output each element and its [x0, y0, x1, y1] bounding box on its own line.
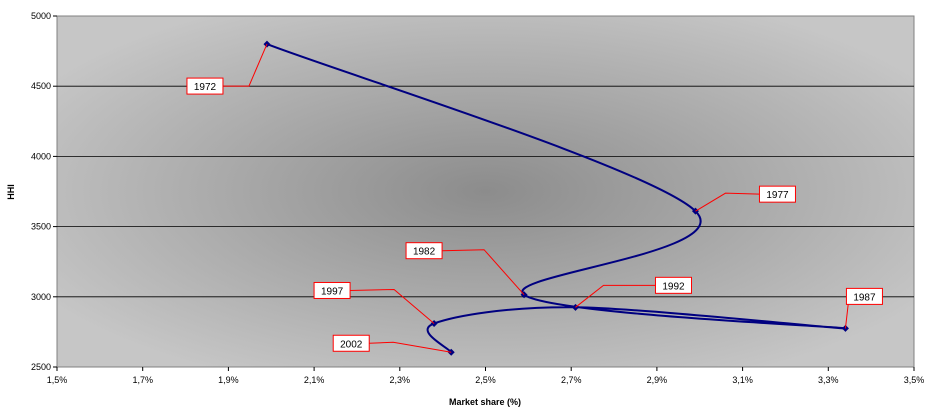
x-tick-label: 2,3% [390, 375, 411, 385]
y-axis-title: HHI [6, 184, 16, 200]
callout-leader [442, 249, 525, 296]
callout-leader [695, 192, 760, 212]
point-label: 1977 [766, 190, 789, 201]
callout-box [405, 242, 443, 260]
x-tick-label: 2,7% [561, 375, 582, 385]
x-tick-label: 3,3% [818, 375, 839, 385]
x-axis-title: Market share (%) [449, 397, 521, 407]
point-label: 1997 [321, 286, 344, 297]
callout-leader [222, 43, 268, 87]
point-label: 1972 [194, 82, 217, 93]
x-tick-label: 1,9% [218, 375, 239, 385]
callout-box [845, 287, 883, 305]
y-tick-label: 4500 [31, 81, 51, 91]
callout-box [654, 276, 692, 294]
callout-box [313, 281, 351, 299]
x-tick-label: 2,5% [475, 375, 496, 385]
series-line [266, 43, 847, 353]
x-tick-label: 3,1% [732, 375, 753, 385]
x-tick-label: 1,7% [132, 375, 153, 385]
callout-leader [369, 341, 452, 353]
point-label: 1992 [662, 281, 685, 292]
point-label: 1982 [413, 247, 436, 258]
callout-box [758, 185, 796, 203]
callout-leader [575, 284, 656, 308]
point-label: 2002 [340, 339, 363, 350]
y-tick-label: 3500 [31, 222, 51, 232]
x-tick-label: 2,9% [647, 375, 668, 385]
x-tick-label: 3,5% [904, 375, 925, 385]
x-tick-label: 2,1% [304, 375, 325, 385]
point-label: 1987 [853, 292, 876, 303]
callout-box [186, 77, 224, 95]
y-tick-label: 5000 [31, 11, 51, 21]
y-tick-label: 2500 [31, 362, 51, 372]
y-tick-label: 4000 [31, 151, 51, 161]
x-tick-label: 1,5% [47, 375, 68, 385]
callout-box [332, 334, 370, 352]
callout-leader [350, 288, 435, 324]
y-tick-label: 3000 [31, 292, 51, 302]
